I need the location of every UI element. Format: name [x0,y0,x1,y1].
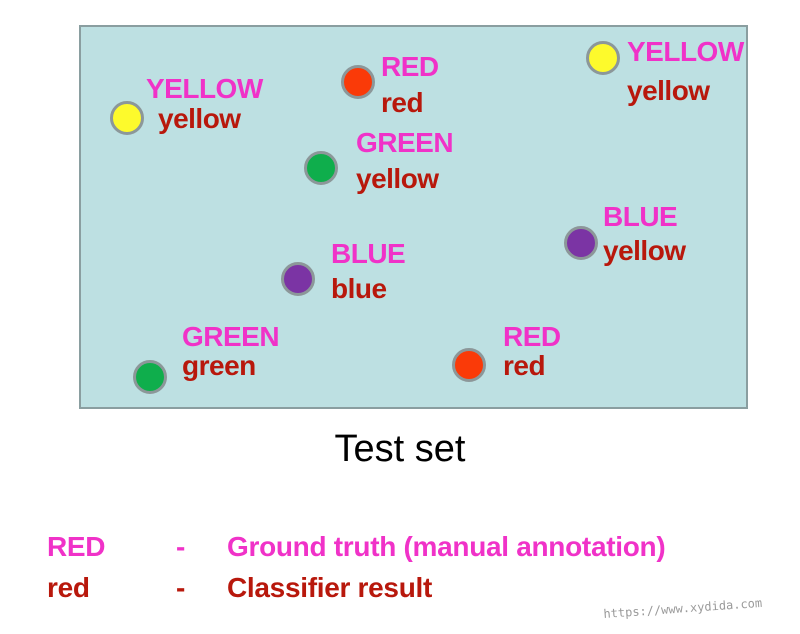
classifier-result-label: yellow [158,103,241,134]
ground-truth-label: YELLOW [146,73,263,104]
ground-truth-label: GREEN [356,127,454,158]
ground-truth-label: RED [381,51,439,82]
sample-point-yellow [110,101,144,135]
ground-truth-label: RED [503,321,561,352]
sample-point-red [452,348,486,382]
sample-point-blue [564,226,598,260]
legend-classifier-dash: - [176,572,186,603]
legend-truth-dash: - [176,531,186,562]
legend-classifier-description: Classifier result [227,572,432,603]
classifier-result-label: red [503,350,546,381]
test-set-caption: Test set [334,428,466,470]
watermark: https://www.xydida.com [603,595,763,621]
ground-truth-label: YELLOW [627,36,744,67]
sample-point-blue [281,262,315,296]
classifier-result-label: green [182,350,256,381]
classifier-result-label: yellow [627,75,710,106]
sample-point-yellow [586,41,620,75]
sample-point-red [341,65,375,99]
classifier-result-label: blue [331,273,387,304]
ground-truth-label: BLUE [603,201,678,232]
sample-point-green [133,360,167,394]
classifier-result-label: yellow [356,163,439,194]
sample-point-green [304,151,338,185]
ground-truth-label: GREEN [182,321,280,352]
ground-truth-label: BLUE [331,238,406,269]
legend-truth-description: Ground truth (manual annotation) [227,531,666,562]
test-set-panel [79,25,748,409]
classifier-result-label: yellow [603,235,686,266]
legend-truth-key: RED [47,531,106,562]
legend-classifier-key: red [47,572,90,603]
classifier-result-label: red [381,87,424,118]
